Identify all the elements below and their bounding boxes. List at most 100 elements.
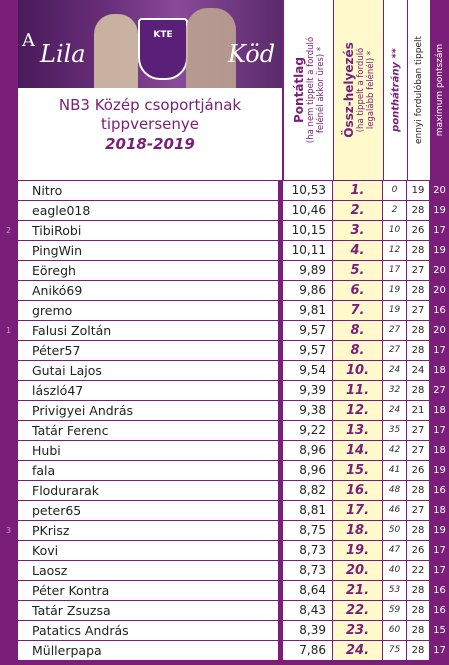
point-average: 9,22 [283,421,332,440]
table-row: Gutai Lajos 9,54 10. 24 24 18 [0,361,449,381]
max-score: 20 [430,281,449,300]
max-score: 17 [430,541,449,560]
point-average: 9,39 [283,381,332,400]
header-max-label: maximum pontszám [435,2,445,178]
player-name: Falusi Zoltán [18,321,278,340]
rounds-tipped: 26 [407,541,429,560]
player-name: Hubi [18,441,278,460]
point-average: 9,89 [283,261,332,280]
header-average: Pontátlag (ha nem tippelt a forduló felé… [283,0,333,180]
point-penalty: 46 [383,501,406,520]
player-name: TibiRobi [18,221,278,240]
overall-rank: 19. [333,541,382,560]
rounds-tipped: 28 [407,381,429,400]
player-name: Gutai Lajos [18,361,278,380]
row-marker [0,621,18,640]
player-name: Flodurarak [18,481,278,500]
rounds-tipped: 28 [407,621,429,640]
rounds-tipped: 26 [407,461,429,480]
rounds-tipped: 28 [407,281,429,300]
club-crest-icon: KTE [138,18,188,80]
point-penalty: 60 [383,621,406,640]
rounds-tipped: 28 [407,201,429,220]
point-average: 10,53 [283,181,332,200]
max-score: 20 [430,261,449,280]
banner-image: A KTE Lila Köd [18,0,282,88]
max-score: 16 [430,581,449,600]
max-score: 27 [430,381,449,400]
rounds-tipped: 28 [407,241,429,260]
row-marker [0,501,18,520]
max-score: 19 [430,241,449,260]
rounds-tipped: 27 [407,421,429,440]
banner-left-text: Lila [40,40,86,68]
point-average: 9,38 [283,401,332,420]
overall-rank: 3. [333,221,382,240]
max-score: 17 [430,341,449,360]
overall-rank: 6. [333,281,382,300]
overall-rank: 8. [333,341,382,360]
table-row: Eöregh 9,89 5. 17 27 20 [0,261,449,281]
header-max: maximum pontszám [430,0,449,180]
point-penalty: 53 [383,581,406,600]
row-marker: 3 [0,521,18,540]
point-average: 8,64 [283,581,332,600]
table-row: eagle018 10,46 2. 2 28 19 [0,201,449,221]
table-row: Müllerpapa 7,86 24. 75 28 17 [0,641,449,661]
ranking-table: Nitro 10,53 1. 0 19 20 eagle018 10,46 2. 2 28 19 2 Ti… [0,181,449,661]
table-row: lászló47 9,39 11. 32 28 27 [0,381,449,401]
title-line-1: NB3 Közép csoportjának [18,96,282,115]
header-average-note-1: (ha nem tippelt a forduló [306,2,316,178]
row-marker [0,281,18,300]
row-marker [0,461,18,480]
player-name: Laosz [18,561,278,580]
max-score: 18 [430,501,449,520]
header-rank: Össz-helyezés (ha tippelt a forduló lega… [333,0,383,180]
row-marker [0,641,18,660]
player-name: Kovi [18,541,278,560]
row-marker [0,601,18,620]
max-score: 15 [430,621,449,640]
overall-rank: 11. [333,381,382,400]
overall-rank: 17. [333,501,382,520]
rounds-tipped: 27 [407,501,429,520]
point-penalty: 0 [383,181,406,200]
table-row: Tatár Zsuzsa 8,43 22. 59 28 16 [0,601,449,621]
header-tipped-label: ennyi fordulóban tippelt [414,2,424,178]
row-marker [0,481,18,500]
rounds-tipped: 28 [407,601,429,620]
player-name: peter65 [18,501,278,520]
table-row: Anikó69 9,86 6. 19 28 20 [0,281,449,301]
row-marker [0,181,18,200]
crest-text: KTE [140,30,186,40]
point-penalty: 12 [383,241,406,260]
overall-rank: 2. [333,201,382,220]
max-score: 16 [430,301,449,320]
max-score: 17 [430,641,449,660]
overall-rank: 4. [333,241,382,260]
table-row: Kovi 8,73 19. 47 26 17 [0,541,449,561]
table-row: 3 PKrisz 8,75 18. 50 28 19 [0,521,449,541]
rounds-tipped: 28 [407,521,429,540]
overall-rank: 15. [333,461,382,480]
player-name: Nitro [18,181,278,200]
point-penalty: 42 [383,441,406,460]
row-marker [0,401,18,420]
player-name: Privigyei András [18,401,278,420]
point-average: 10,15 [283,221,332,240]
point-penalty: 24 [383,361,406,380]
header-average-label: Pontátlag [292,2,306,178]
header-penalty: ponthátrány ** [383,0,407,180]
row-marker: 2 [0,221,18,240]
point-penalty: 27 [383,341,406,360]
point-average: 8,75 [283,521,332,540]
overall-rank: 16. [333,481,382,500]
point-penalty: 75 [383,641,406,660]
rounds-tipped: 28 [407,481,429,500]
overall-rank: 24. [333,641,382,660]
table-row: Péter57 9,57 8. 27 28 17 [0,341,449,361]
max-score: 16 [430,481,449,500]
season-label: 2018-2019 [18,134,282,154]
point-average: 10,11 [283,241,332,260]
point-penalty: 19 [383,301,406,320]
